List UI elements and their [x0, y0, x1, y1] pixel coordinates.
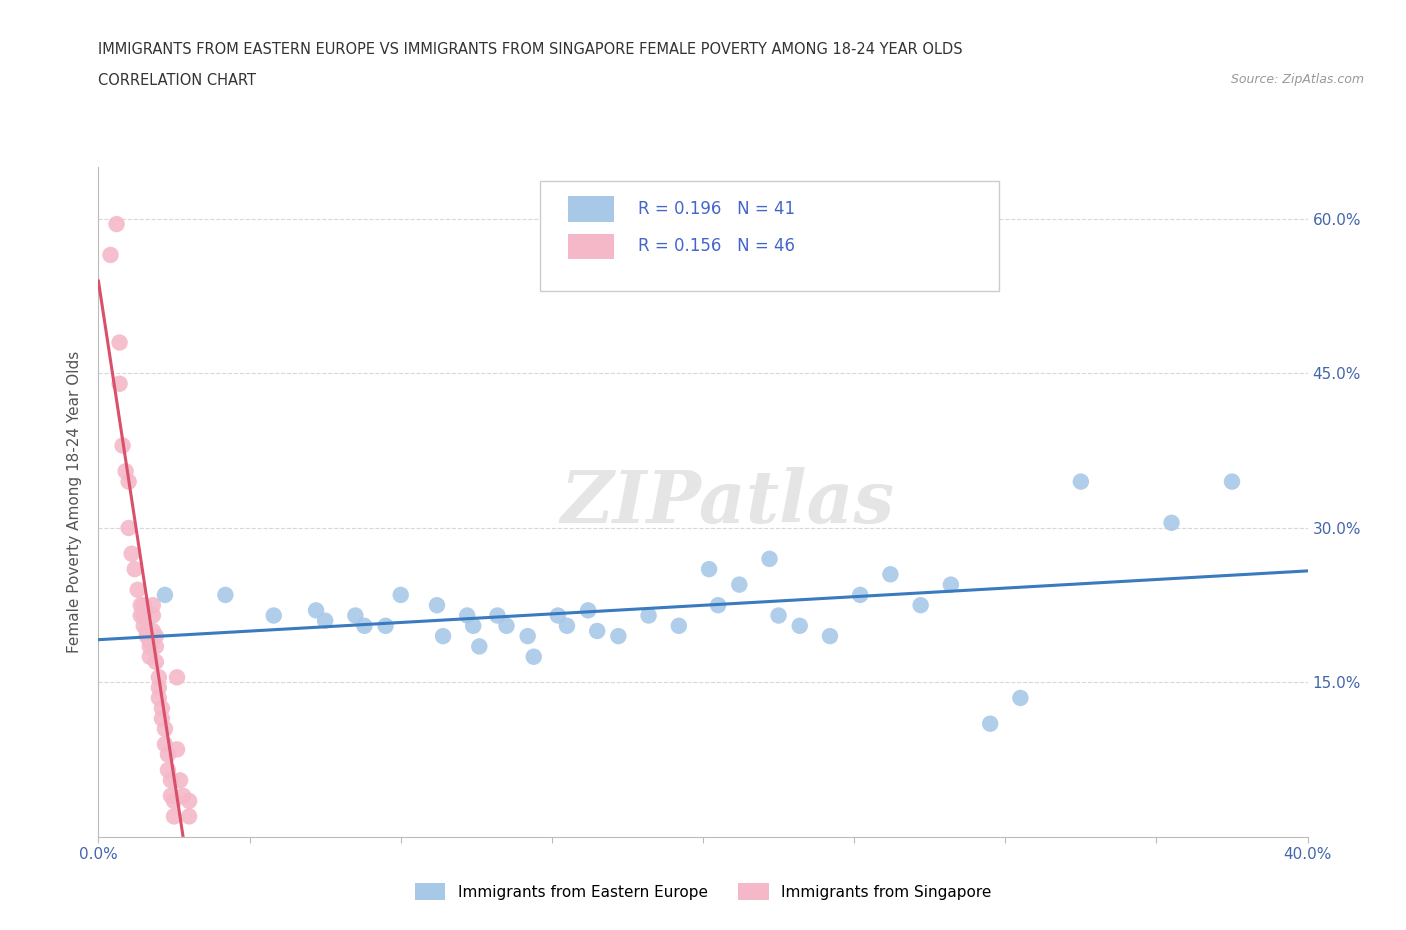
Point	[818, 629, 841, 644]
Point	[150, 701, 173, 716]
Point	[314, 613, 336, 628]
Point	[118, 474, 141, 489]
Point	[148, 690, 170, 705]
Point	[344, 608, 367, 623]
Point	[547, 608, 569, 623]
Point	[456, 608, 478, 623]
Point	[153, 588, 176, 603]
Point	[160, 773, 183, 788]
Point	[142, 608, 165, 623]
Point	[129, 608, 152, 623]
Point	[979, 716, 1001, 731]
Text: Source: ZipAtlas.com: Source: ZipAtlas.com	[1230, 73, 1364, 86]
Point	[305, 603, 328, 618]
Point	[523, 649, 546, 664]
Point	[108, 377, 131, 392]
Point	[169, 773, 191, 788]
Point	[108, 335, 131, 350]
Point	[132, 598, 155, 613]
Point	[1220, 474, 1243, 489]
Point	[707, 598, 730, 613]
Point	[1010, 690, 1032, 705]
FancyBboxPatch shape	[540, 180, 1000, 291]
Point	[121, 546, 143, 561]
Point	[118, 521, 141, 536]
Point	[114, 464, 136, 479]
Point	[516, 629, 538, 644]
Point	[135, 623, 157, 638]
Point	[586, 623, 609, 638]
Point	[463, 618, 485, 633]
Point	[668, 618, 690, 633]
Point	[160, 789, 183, 804]
Point	[142, 623, 165, 638]
Legend: Immigrants from Eastern Europe, Immigrants from Singapore: Immigrants from Eastern Europe, Immigran…	[409, 876, 997, 907]
Point	[495, 618, 517, 633]
Bar	[568, 196, 613, 221]
Point	[426, 598, 449, 613]
Point	[879, 567, 901, 582]
Text: IMMIGRANTS FROM EASTERN EUROPE VS IMMIGRANTS FROM SINGAPORE FEMALE POVERTY AMONG: IMMIGRANTS FROM EASTERN EUROPE VS IMMIGR…	[98, 42, 963, 57]
Point	[145, 639, 167, 654]
Point	[486, 608, 509, 623]
Point	[132, 608, 155, 623]
Point	[1160, 515, 1182, 530]
Point	[148, 670, 170, 684]
Point	[263, 608, 285, 623]
Point	[637, 608, 659, 623]
Point	[768, 608, 790, 623]
Point	[758, 551, 780, 566]
Point	[145, 655, 167, 670]
Text: R = 0.196   N = 41: R = 0.196 N = 41	[638, 200, 794, 218]
Text: CORRELATION CHART: CORRELATION CHART	[98, 73, 256, 87]
Text: R = 0.156   N = 46: R = 0.156 N = 46	[638, 237, 794, 256]
Point	[607, 629, 630, 644]
Point	[153, 737, 176, 751]
Point	[172, 789, 194, 804]
Point	[576, 603, 599, 618]
Point	[166, 742, 188, 757]
Point	[697, 562, 720, 577]
Point	[156, 747, 179, 762]
Point	[129, 598, 152, 613]
Point	[179, 809, 201, 824]
Point	[150, 711, 173, 726]
Point	[789, 618, 811, 633]
Point	[139, 634, 162, 649]
Point	[105, 217, 128, 232]
Point	[1070, 474, 1092, 489]
Point	[135, 629, 157, 644]
Point	[163, 809, 186, 824]
Text: ZIPatlas: ZIPatlas	[560, 467, 894, 538]
Point	[374, 618, 396, 633]
Point	[127, 582, 149, 597]
Y-axis label: Female Poverty Among 18-24 Year Olds: Female Poverty Among 18-24 Year Olds	[67, 352, 83, 654]
Point	[849, 588, 872, 603]
Point	[353, 618, 375, 633]
Point	[124, 562, 146, 577]
Point	[153, 722, 176, 737]
Point	[555, 618, 578, 633]
Point	[100, 247, 122, 262]
Point	[139, 649, 162, 664]
Point	[111, 438, 134, 453]
Point	[142, 598, 165, 613]
Point	[728, 578, 751, 592]
Point	[148, 680, 170, 695]
Point	[132, 618, 155, 633]
Point	[389, 588, 412, 603]
Point	[145, 629, 167, 644]
Point	[179, 793, 201, 808]
Point	[910, 598, 932, 613]
Point	[468, 639, 491, 654]
Point	[139, 639, 162, 654]
Point	[166, 670, 188, 684]
Point	[432, 629, 454, 644]
Point	[939, 578, 962, 592]
Point	[156, 763, 179, 777]
Bar	[568, 233, 613, 259]
Point	[214, 588, 236, 603]
Point	[163, 793, 186, 808]
